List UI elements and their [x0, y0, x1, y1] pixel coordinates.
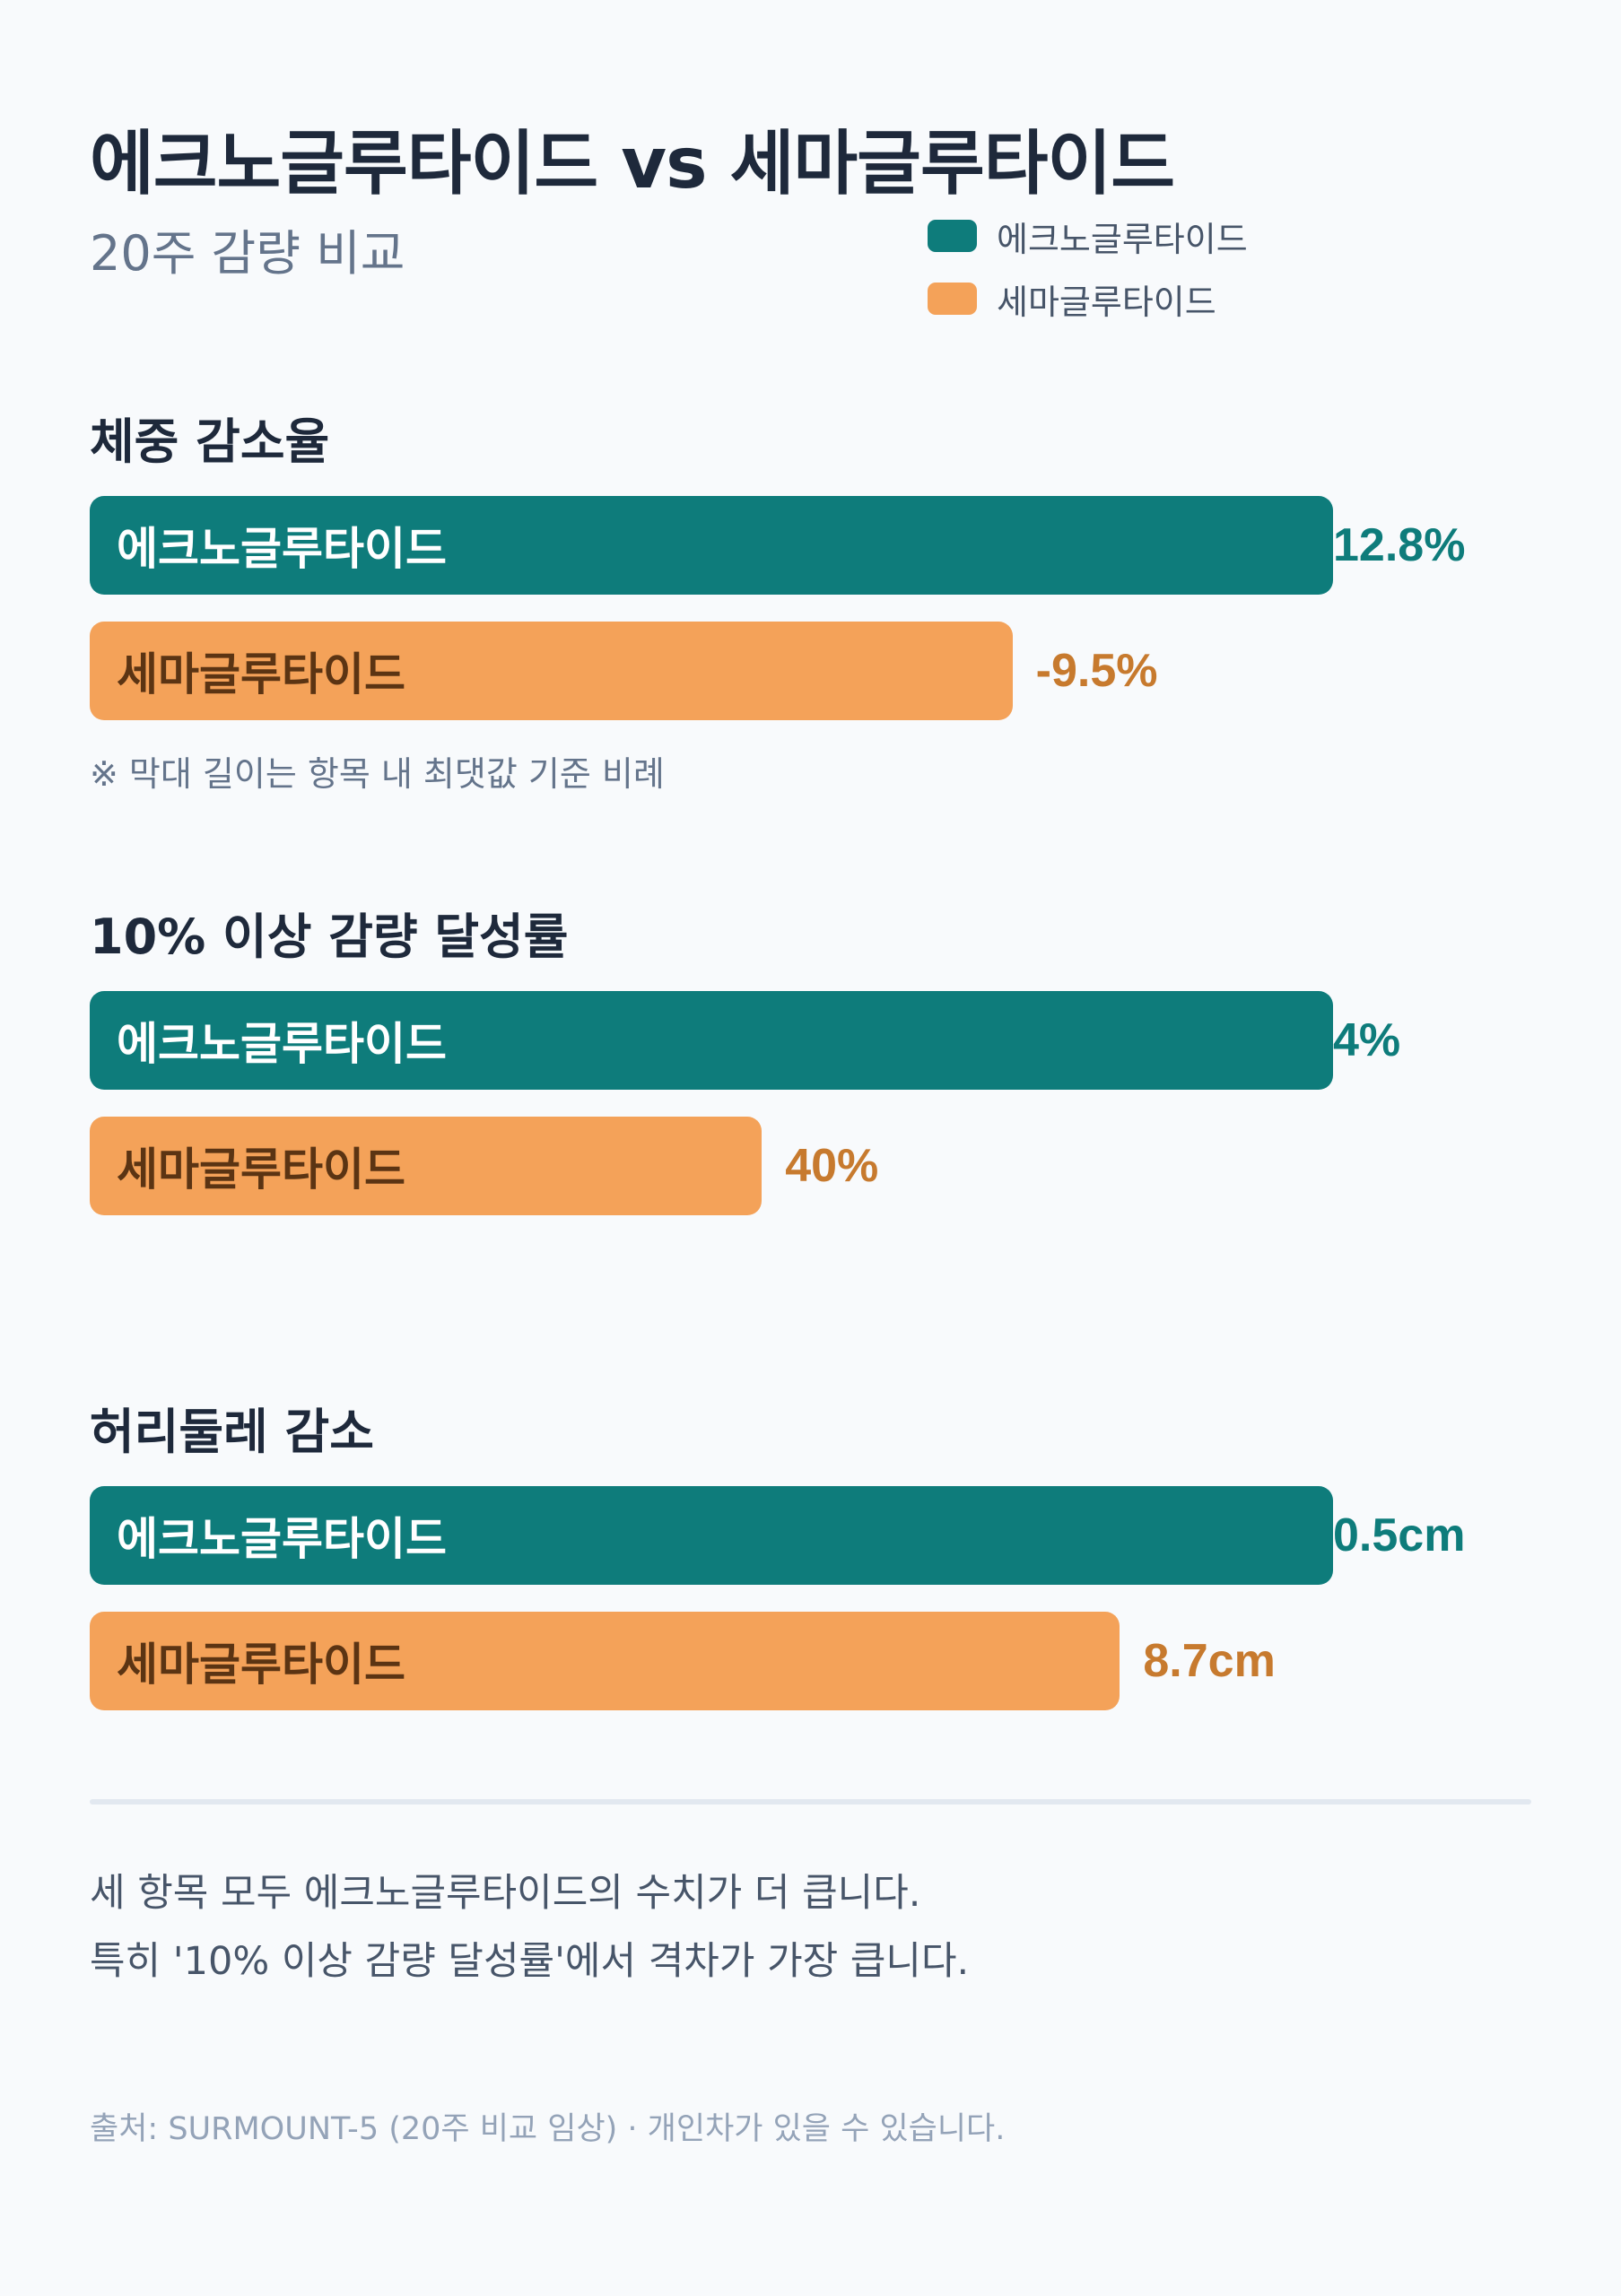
bar-waist-sema: 세마글루타이드 — [90, 1612, 1120, 1710]
bar-weight-loss-sema: 세마글루타이드 — [90, 622, 1013, 720]
section-title-achievement-rate: 10% 이상 감량 달성률 — [90, 909, 569, 965]
section-title-weight-loss: 체중 감소율 — [90, 413, 330, 470]
bar-label: 세마글루타이드 — [117, 1144, 405, 1196]
value-label-weight-loss-sema: -9.5% — [1035, 645, 1158, 697]
divider — [90, 1799, 1531, 1805]
bar-achievement-ecno: 에크노글루타이드 — [90, 991, 1333, 1090]
bar-label: 에크노글루타이드 — [117, 1513, 447, 1565]
value-label-waist-sema: 8.7cm — [1143, 1635, 1276, 1687]
legend-item-ecno: 에크노글루타이드 — [928, 218, 1248, 259]
section-title-waist: 허리둘레 감소 — [90, 1404, 374, 1460]
bar-label: 에크노글루타이드 — [117, 523, 447, 575]
summary-line-2: 특히 '10% 이상 감량 달성률'에서 격차가 가장 큽니다. — [90, 1939, 970, 1984]
bar-length-note: ※ 막대 길이는 항목 내 최댓값 기준 비례 — [90, 754, 665, 794]
source-note: 출처: SURMOUNT-5 (20주 비교 임상) · 개인차가 있을 수 있… — [90, 2111, 1006, 2147]
bar-label: 세마글루타이드 — [117, 1639, 405, 1691]
legend-label-sema: 세마글루타이드 — [997, 282, 1216, 322]
value-label-weight-loss-ecno: 12.8% — [1333, 519, 1466, 571]
bar-weight-loss-ecno: 에크노글루타이드 — [90, 496, 1333, 595]
value-label-waist-ecno: 0.5cm — [1333, 1509, 1466, 1561]
chart-subtitle: 20주 감량 비교 — [90, 225, 405, 282]
value-label-achievement-ecno: 4% — [1333, 1014, 1401, 1066]
legend-item-sema: 세마글루타이드 — [928, 281, 1216, 322]
bar-waist-ecno: 에크노글루타이드 — [90, 1486, 1333, 1585]
bar-achievement-sema: 세마글루타이드 — [90, 1117, 763, 1215]
legend-swatch-ecno — [928, 220, 977, 252]
chart-title: 에크노글루타이드 vs 세마글루타이드 — [90, 124, 1175, 204]
value-label-achievement-sema: 40% — [785, 1140, 879, 1192]
bar-label: 에크노글루타이드 — [117, 1018, 447, 1070]
bar-label: 세마글루타이드 — [117, 648, 405, 700]
summary-line-1: 세 항목 모두 에크노글루타이드의 수치가 더 큽니다. — [90, 1871, 921, 1916]
legend-label-ecno: 에크노글루타이드 — [997, 219, 1248, 259]
legend-swatch-sema — [928, 283, 977, 315]
